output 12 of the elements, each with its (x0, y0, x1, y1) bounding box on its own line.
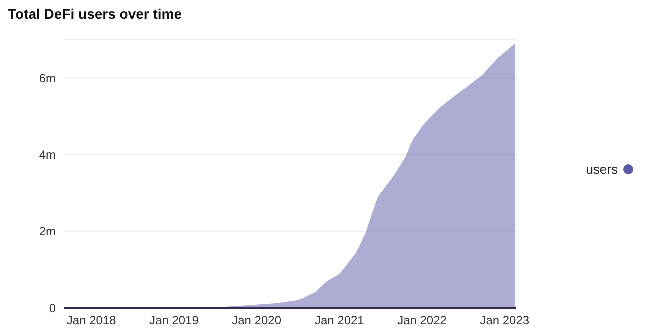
x-tick-label: Jan 2019 (150, 314, 200, 328)
x-tick-label: Jan 2022 (398, 314, 448, 328)
x-tick-label: Jan 2018 (66, 314, 117, 328)
y-tick-label: 2m (39, 224, 56, 239)
y-tick-label: 4m (39, 148, 56, 162)
x-tick-label: Jan 2021 (314, 314, 365, 328)
chart-title: Total DeFi users over time (8, 6, 182, 22)
x-tick-label: Jan 2023 (480, 314, 530, 328)
y-tick-label: 0 (49, 301, 56, 316)
y-tick-label: 6m (39, 72, 56, 86)
x-tick-label: Jan 2020 (232, 314, 282, 328)
legend-label: users (586, 162, 618, 176)
